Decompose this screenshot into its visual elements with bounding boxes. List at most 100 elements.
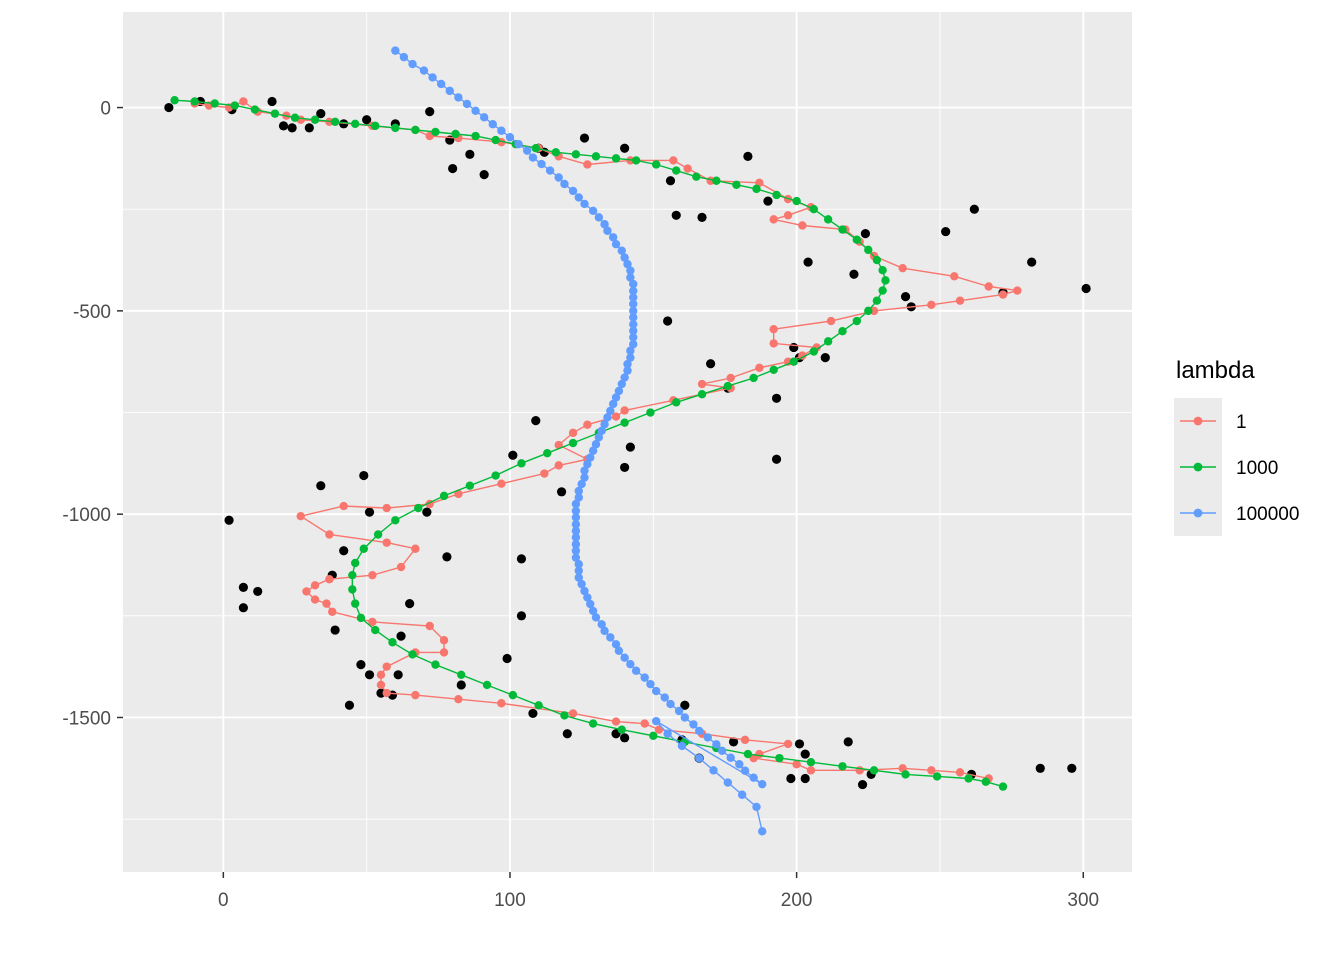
observed-point xyxy=(860,229,871,239)
series-point xyxy=(769,324,778,334)
observed-point xyxy=(763,196,773,206)
observed-point xyxy=(620,733,630,743)
series-point xyxy=(694,726,704,736)
series-point xyxy=(611,640,621,649)
series-point xyxy=(629,293,638,302)
series-point xyxy=(838,762,847,771)
observed-point xyxy=(516,554,527,564)
series-point xyxy=(617,379,626,389)
series-point xyxy=(588,719,598,728)
legend-item: 1000 xyxy=(1180,458,1278,479)
observed-point xyxy=(771,393,782,403)
observed-point xyxy=(359,470,369,481)
observed-point xyxy=(800,773,810,784)
series-point xyxy=(471,106,480,116)
series-point xyxy=(823,215,833,224)
series-point xyxy=(325,575,334,584)
series-point xyxy=(626,660,635,669)
series-point xyxy=(789,357,798,366)
series-point xyxy=(580,199,589,209)
observed-point xyxy=(743,151,753,161)
series-point xyxy=(631,666,641,675)
observed-point xyxy=(680,700,690,710)
series-point xyxy=(603,226,612,235)
series-point xyxy=(872,296,882,305)
series-point xyxy=(864,245,873,255)
series-point xyxy=(629,340,638,349)
observed-point xyxy=(728,737,739,747)
series-point xyxy=(457,670,466,679)
series-point xyxy=(591,440,601,449)
series-point xyxy=(932,772,942,781)
series-point xyxy=(431,127,440,137)
series-point xyxy=(697,390,707,399)
series-point xyxy=(709,766,718,775)
series-point xyxy=(620,406,629,415)
series-point xyxy=(620,253,629,262)
series-point xyxy=(543,448,552,458)
observed-point xyxy=(562,729,572,739)
series-point xyxy=(445,86,454,96)
series-point xyxy=(617,725,626,734)
series-point xyxy=(554,173,563,182)
series-point xyxy=(723,381,733,391)
series-point xyxy=(669,156,678,165)
series-point xyxy=(826,316,836,326)
series-point xyxy=(629,326,638,335)
series-point xyxy=(554,461,563,470)
series-point xyxy=(296,512,305,521)
series-1000 xyxy=(170,96,1008,791)
series-point xyxy=(356,613,366,623)
series-point xyxy=(230,101,239,110)
series-point xyxy=(568,438,578,448)
series-point xyxy=(462,99,472,109)
series-point xyxy=(1013,286,1022,295)
series-point xyxy=(522,146,532,155)
series-point xyxy=(371,625,380,635)
series-point xyxy=(310,581,320,590)
observed-point xyxy=(671,210,681,220)
series-point xyxy=(373,530,383,539)
legend-key-point xyxy=(1193,508,1203,518)
series-point xyxy=(852,316,862,326)
series-point xyxy=(629,320,638,329)
series-point xyxy=(752,184,761,194)
series-point xyxy=(672,398,681,407)
series-point xyxy=(571,526,581,536)
series-point xyxy=(583,420,592,429)
series-point xyxy=(651,686,661,696)
series-point xyxy=(540,469,549,478)
series-point xyxy=(772,190,781,200)
series-point xyxy=(439,491,449,501)
series-point xyxy=(350,119,360,129)
series-point xyxy=(560,711,569,720)
series-point xyxy=(302,587,311,596)
series-point xyxy=(660,693,669,702)
series-point xyxy=(620,653,629,662)
series-point xyxy=(408,650,417,659)
series-point xyxy=(580,473,589,482)
series-point xyxy=(505,133,515,142)
series-point xyxy=(574,573,583,582)
observed-point xyxy=(364,507,375,517)
series-point xyxy=(382,688,391,698)
series-point xyxy=(806,758,816,767)
series-point xyxy=(348,585,357,594)
series-point xyxy=(758,827,767,836)
series-point xyxy=(531,144,540,153)
series-point xyxy=(497,699,506,708)
series-point xyxy=(517,459,526,468)
series-point xyxy=(391,46,400,55)
series-point xyxy=(998,290,1008,299)
series-point xyxy=(528,153,538,162)
series-point xyxy=(328,607,337,616)
series-point xyxy=(491,471,500,480)
series-point xyxy=(723,778,733,787)
observed-point xyxy=(1035,763,1045,773)
series-point xyxy=(571,520,581,529)
series-point xyxy=(898,263,907,273)
series-point xyxy=(955,296,965,305)
x-tick-label: 100 xyxy=(494,890,526,911)
observed-point xyxy=(706,359,716,369)
legend-title: lambda xyxy=(1176,357,1255,384)
